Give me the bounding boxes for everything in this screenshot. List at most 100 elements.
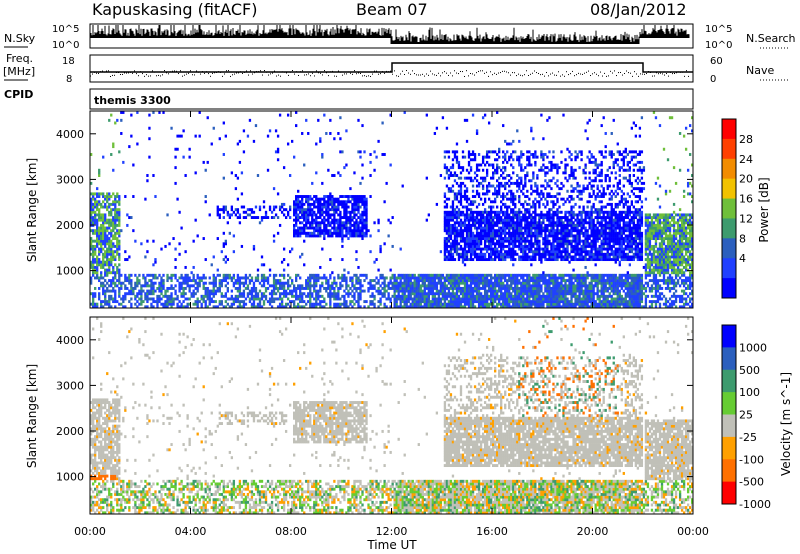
freq-sample [596,73,597,75]
heatmap-cell [485,218,489,222]
heatmap-cell [343,166,346,170]
heatmap-cell [443,276,447,280]
heatmap-cell [240,294,244,298]
heatmap-cell [238,302,242,306]
heatmap-cell [106,208,109,212]
heatmap-cell [367,229,370,233]
heatmap-cell [479,294,483,298]
heatmap-cell [351,202,354,206]
heatmap-cell [311,223,314,227]
heatmap-cell [463,302,467,306]
heatmap-cell [469,237,473,241]
heatmap-cell [467,300,471,304]
heatmap-cell [230,213,234,217]
heatmap-cell [200,302,203,306]
heatmap-cell [301,195,304,198]
heatmap-cell [146,179,149,183]
heatmap-cell [502,305,505,309]
heatmap-cell [224,284,227,288]
heatmap-cell [479,300,483,304]
heatmap-cell [502,155,505,159]
heatmap-cell [510,297,513,301]
heatmap-cell [311,210,314,214]
heatmap-cell [459,229,463,233]
heatmap-cell [423,305,426,309]
heatmap-cell [204,292,207,296]
heatmap-cell [246,134,250,138]
heatmap-cell [518,247,521,251]
heatmap-cell [451,166,455,170]
heatmap-cell [496,289,499,293]
heatmap-cell [365,200,368,204]
heatmap-cell [246,286,250,290]
heatmap-cell [477,276,481,280]
heatmap-cell [473,284,477,288]
heatmap-cell [492,305,495,309]
heatmap-cell [128,292,131,296]
heatmap-cell [114,226,117,230]
heatmap-cell [391,276,394,280]
heatmap-cell [192,265,195,269]
heatmap-cell [387,292,390,296]
heatmap-cell [313,231,316,235]
heatmap-cell [365,205,368,209]
heatmap-cell [469,294,473,298]
heatmap-cell [498,189,501,193]
heatmap-cell [301,294,304,298]
heatmap-cell [477,192,481,196]
freq-sample [468,75,469,77]
heatmap-cell [443,250,447,254]
freq-sample [650,71,651,73]
heatmap-cell [282,286,286,290]
heatmap-cell [512,181,515,185]
heatmap-cell [471,305,475,309]
heatmap-cell [299,226,302,230]
heatmap-cell [116,210,119,214]
heatmap-cell [443,289,447,293]
heatmap-cell [502,244,505,248]
heatmap-cell [130,113,133,117]
heatmap-cell [305,210,308,214]
heatmap-cell [431,279,435,283]
heatmap-cell [427,292,430,296]
heatmap-cell [174,147,177,151]
heatmap-cell [341,302,344,306]
heatmap-cell [96,276,99,280]
heatmap-cell [164,292,167,296]
heatmap-cell [242,305,246,309]
heatmap-cell [449,252,453,256]
heatmap-cell [323,300,326,304]
heatmap-cell [92,252,95,256]
heatmap-cell [291,139,294,143]
freq-sample [204,72,205,74]
heatmap-cell [381,286,384,290]
heatmap-cell [510,210,513,214]
heatmap-cell [504,226,507,230]
heatmap-cell [357,200,360,204]
heatmap-cell [439,174,443,177]
heatmap-cell [280,273,284,277]
freq-sample [216,71,217,73]
heatmap-cell [475,292,479,296]
heatmap-cell [182,292,185,296]
heatmap-cell [331,284,334,288]
heatmap-cell [471,195,475,198]
freq-sample [382,71,383,73]
heatmap-cell [178,242,181,246]
heatmap-cell [435,289,439,293]
heatmap-cell [427,284,430,288]
heatmap-cell [256,305,260,309]
heatmap-cell [250,216,254,219]
freq-sample [438,72,439,74]
heatmap-cell [254,279,258,283]
heatmap-cell [483,197,487,201]
heatmap-cell [500,297,503,301]
heatmap-cell [172,237,175,241]
heatmap-cell [441,286,445,290]
heatmap-cell [459,197,463,201]
heatmap-cell [483,258,487,262]
heatmap-cell [353,216,356,219]
heatmap-cell [303,210,306,214]
heatmap-cell [417,279,420,283]
heatmap-cell [498,226,501,230]
